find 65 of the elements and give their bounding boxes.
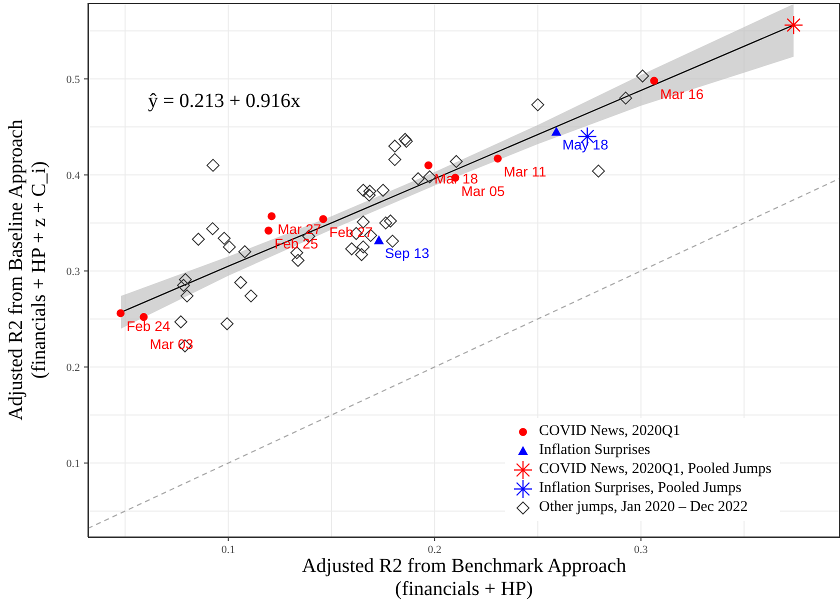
point xyxy=(494,154,502,163)
point xyxy=(424,161,432,170)
annotation: ŷ = 0.213 + 0.916x xyxy=(148,90,301,113)
point xyxy=(388,140,402,153)
point xyxy=(386,234,400,248)
x-tick-label: 0.2 xyxy=(428,544,442,556)
point xyxy=(619,92,632,105)
y-tick-label: 0.2 xyxy=(66,362,80,374)
point xyxy=(531,98,544,112)
point xyxy=(264,226,273,235)
point xyxy=(551,126,562,136)
legend-label: COVID News, 2020Q1, Pooled Jumps xyxy=(539,461,772,478)
point xyxy=(374,235,384,244)
point xyxy=(174,315,188,328)
y-tick-label: 0.4 xyxy=(66,170,80,182)
point xyxy=(379,216,392,230)
point xyxy=(356,184,370,197)
point xyxy=(363,184,376,198)
point xyxy=(319,215,328,224)
x-tick-label: 0.3 xyxy=(634,544,648,556)
legend-label: Inflation Surprises xyxy=(539,442,650,459)
x-tick-label: 0.1 xyxy=(221,544,236,556)
point xyxy=(192,232,205,246)
y-tick-label: 0.1 xyxy=(66,458,80,470)
point xyxy=(784,15,804,35)
data-label: Sep 13 xyxy=(384,245,430,262)
legend-label: Inflation Surprises, Pooled Jumps xyxy=(539,480,742,497)
legend-label: Other jumps, Jan 2020 – Dec 2022 xyxy=(539,499,748,516)
data-label: Feb 24 xyxy=(126,318,170,334)
point xyxy=(244,289,258,302)
point xyxy=(592,164,605,178)
point xyxy=(345,242,358,256)
point xyxy=(206,222,220,236)
data-label: Mar 16 xyxy=(660,86,704,102)
y-tick-label: 0.3 xyxy=(66,266,80,278)
point xyxy=(180,289,194,302)
point xyxy=(376,184,390,197)
point xyxy=(234,276,248,289)
point xyxy=(218,232,231,245)
data-label: Mar 11 xyxy=(504,164,546,180)
y-axis-title: Adjusted R2 from Baseline Approach (financials + HP + z + C_i) xyxy=(5,119,51,421)
point xyxy=(292,254,305,267)
point xyxy=(450,154,463,168)
point xyxy=(178,273,192,286)
point xyxy=(356,240,370,254)
point xyxy=(355,248,368,262)
point xyxy=(220,317,234,330)
point xyxy=(388,153,402,166)
point xyxy=(206,158,220,172)
point xyxy=(238,245,252,258)
y-tick-label: 0.5 xyxy=(66,74,80,86)
point xyxy=(384,214,397,228)
point xyxy=(412,172,425,186)
point xyxy=(268,212,276,220)
legend-label: COVID News, 2020Q1 xyxy=(539,423,680,440)
data-label: May 18 xyxy=(562,136,608,153)
point xyxy=(222,240,236,254)
point xyxy=(362,188,376,202)
data-label: Mar 05 xyxy=(461,182,506,199)
point xyxy=(116,309,125,318)
point xyxy=(423,170,436,184)
x-axis-title: Adjusted R2 from Benchmark Approach (financials + HP) xyxy=(300,555,628,601)
point xyxy=(177,278,190,292)
point xyxy=(650,76,658,85)
point xyxy=(636,69,650,82)
